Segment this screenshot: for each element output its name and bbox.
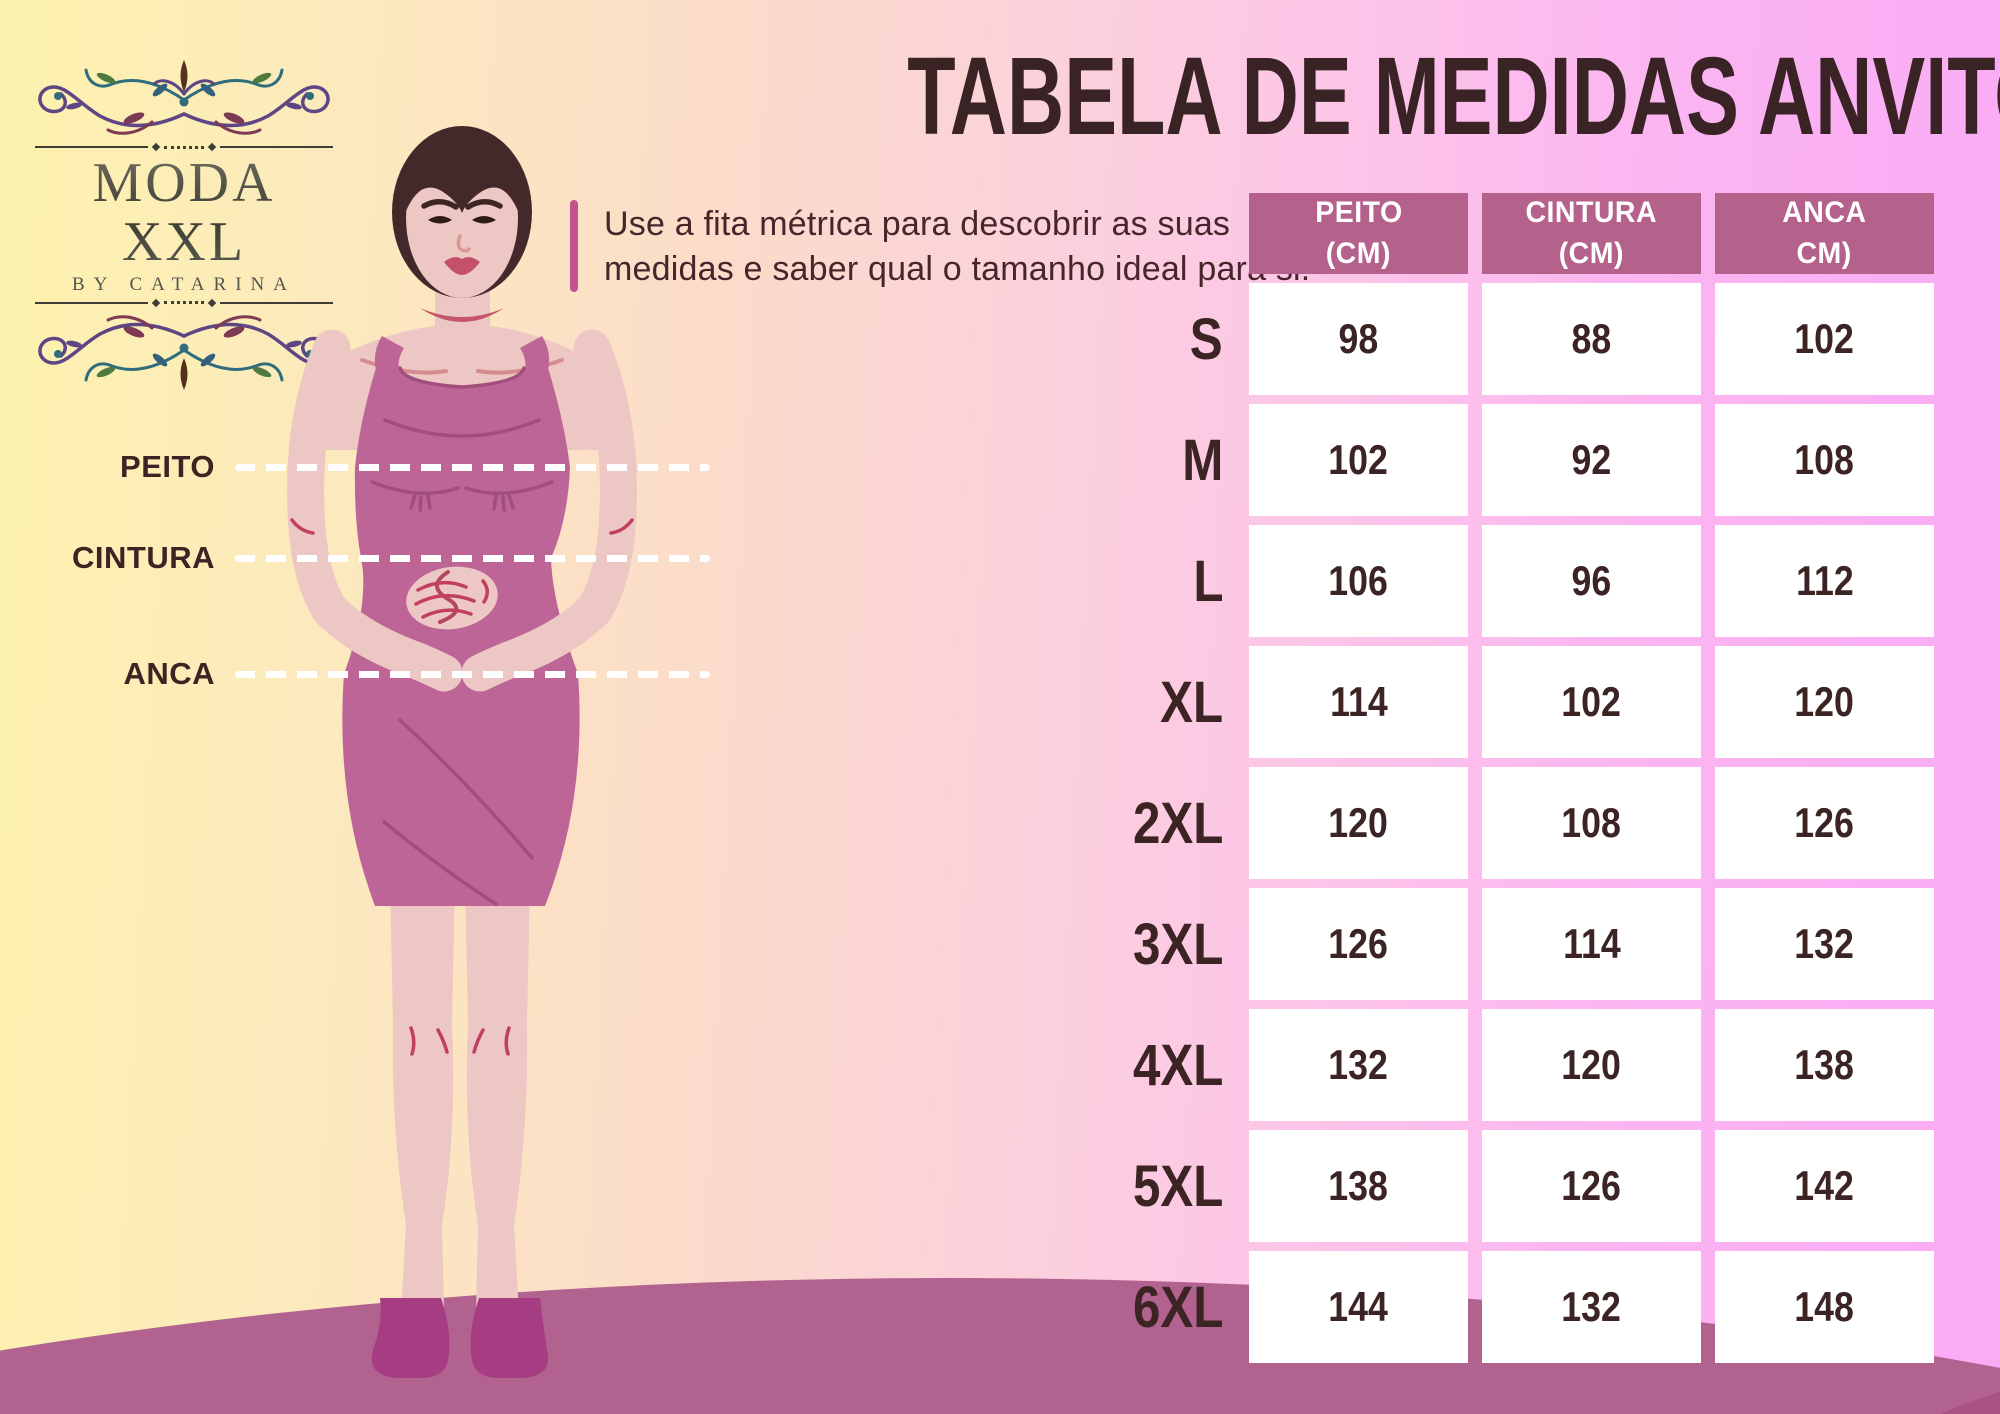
table-cell: 142 [1715,1130,1934,1242]
row-label-3xl: 3XL [1132,911,1223,977]
row-label-l: L [1192,548,1223,614]
table-cell: 120 [1715,646,1934,758]
table-cell: 148 [1715,1251,1934,1363]
ornament-flourish-bottom-icon [38,314,330,390]
brand-name: MODA XXL [33,154,335,272]
arms [287,329,637,692]
table-cell: 120 [1249,767,1468,879]
dashed-line [235,464,710,471]
table-cell: 96 [1482,525,1701,637]
table-cell: 92 [1482,404,1701,516]
size-table: PEITO (CM) CINTURA (CM) ANCA CM) S 98 88… [1125,193,1934,1363]
face-features [421,199,503,275]
table-cell: 108 [1715,404,1934,516]
intro-note: Use a fita métrica para descobrir as sua… [570,200,1310,292]
dashed-line [235,671,710,678]
intro-text: Use a fita métrica para descobrir as sua… [604,200,1310,292]
legs [390,880,530,1312]
collarbones [360,358,564,375]
measure-label-cintura: CINTURA [72,540,215,575]
table-cell: 102 [1249,404,1468,516]
dress [342,336,580,906]
table-cell: 144 [1249,1251,1468,1363]
hands [406,566,498,630]
shoes [371,1298,549,1378]
elbow-mark [609,518,634,535]
table-cell: 108 [1482,767,1701,879]
measure-line-cintura: CINTURA [45,538,710,578]
row-label-6xl: 6XL [1132,1274,1223,1340]
row-label-4xl: 4XL [1132,1032,1223,1098]
knee-marks [472,1026,511,1056]
dress-strap [520,336,550,370]
dress-seams [370,366,554,906]
table-cell: 106 [1249,525,1468,637]
table-cell: 88 [1482,283,1701,395]
table-cell: 114 [1482,888,1701,1000]
measure-label-anca: ANCA [123,656,215,691]
intro-line-2: medidas e saber qual o tamanho ideal par… [604,250,1311,288]
row-label-5xl: 5XL [1132,1153,1223,1219]
logo-divider [35,142,333,152]
row-label-2xl: 2XL [1132,790,1223,856]
woman-illustration [287,126,637,1378]
measure-line-peito: PEITO [45,447,710,487]
brand-logo: MODA XXL BY CATARINA [33,50,335,400]
table-cell: 112 [1715,525,1934,637]
row-label-xl: XL [1159,669,1223,735]
dress-strap [374,336,404,370]
knee-marks [409,1026,449,1056]
table-cell: 114 [1249,646,1468,758]
hair-fringe [400,130,524,216]
table-corner-spacer [1125,193,1235,274]
measure-line-anca: ANCA [45,654,710,694]
table-cell: 138 [1249,1130,1468,1242]
table-cell: 102 [1715,283,1934,395]
table-cell: 126 [1482,1130,1701,1242]
table-cell: 102 [1482,646,1701,758]
dashed-line [235,555,710,562]
brand-tagline: BY CATARINA [72,273,296,295]
table-cell: 138 [1715,1009,1934,1121]
table-cell: 126 [1715,767,1934,879]
row-label-s: S [1190,306,1223,372]
logo-divider [35,298,333,307]
intro-line-1: Use a fita métrica para descobrir as sua… [604,205,1231,243]
elbow-mark [290,518,315,535]
page-title: TABELA DE MEDIDAS ANVITO [907,35,2000,158]
column-header-anca: ANCA CM) [1715,193,1934,274]
row-label-m: M [1181,427,1223,493]
table-cell: 98 [1249,283,1468,395]
table-cell: 132 [1715,888,1934,1000]
table-cell: 120 [1482,1009,1701,1121]
column-header-peito: PEITO (CM) [1249,193,1468,274]
table-cell: 126 [1249,888,1468,1000]
measure-label-peito: PEITO [120,449,215,484]
table-cell: 132 [1249,1009,1468,1121]
accent-bar [570,200,578,292]
ornament-flourish-top-icon [38,60,330,136]
column-header-cintura: CINTURA (CM) [1482,193,1701,274]
chin-shadow [420,308,504,322]
table-cell: 132 [1482,1251,1701,1363]
